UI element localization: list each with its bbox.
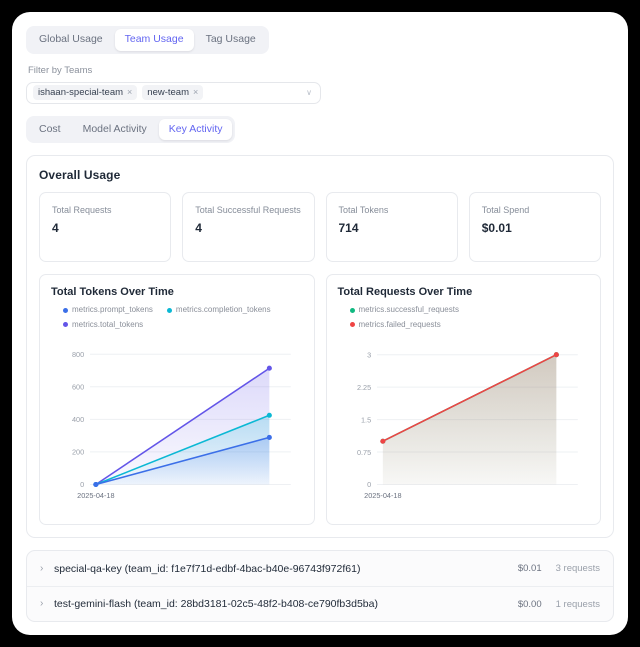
svg-text:3: 3 <box>367 351 371 360</box>
chart-legend: metrics.prompt_tokens metrics.completion… <box>51 305 303 330</box>
svg-text:600: 600 <box>72 383 84 392</box>
team-chip-label: new-team <box>147 86 189 98</box>
stat-label: Total Tokens <box>338 205 389 216</box>
legend-label: metrics.prompt_tokens <box>72 305 153 315</box>
overall-usage-panel: Overall Usage Total Requests 4 Total Suc… <box>26 155 614 539</box>
stat-label: Total Successful Requests <box>195 205 301 216</box>
list-item-requests: 3 requests <box>555 563 600 575</box>
svg-text:2025-04-18: 2025-04-18 <box>364 491 401 500</box>
stat-card-row: Total Requests 4 Total Successful Reques… <box>39 192 601 263</box>
stat-card-total-tokens: Total Tokens 714 <box>325 192 458 263</box>
legend-swatch-icon <box>349 322 355 328</box>
legend-label: metrics.failed_requests <box>358 319 441 329</box>
svg-text:0.75: 0.75 <box>356 448 370 457</box>
list-item[interactable]: › special-qa-key (team_id: f1e7f71d-edbf… <box>27 551 613 586</box>
legend-item[interactable]: metrics.total_tokens <box>63 320 143 330</box>
chart-title: Total Requests Over Time <box>337 286 473 299</box>
legend-swatch-icon <box>166 307 172 313</box>
svg-text:0: 0 <box>80 480 84 489</box>
stat-value: 714 <box>338 221 359 236</box>
chevron-down-icon[interactable]: ∨ <box>306 87 312 97</box>
chart-title: Total Tokens Over Time <box>51 286 174 299</box>
svg-text:0: 0 <box>367 480 371 489</box>
page-title: Overall Usage <box>39 168 121 183</box>
key-activity-list: › special-qa-key (team_id: f1e7f71d-edbf… <box>26 550 614 623</box>
list-item-title: special-qa-key (team_id: f1e7f71d-edbf-4… <box>54 562 361 575</box>
svg-text:1.5: 1.5 <box>360 415 370 424</box>
close-icon[interactable]: × <box>193 87 199 98</box>
filter-by-teams-label: Filter by Teams <box>28 64 93 76</box>
svg-text:2.25: 2.25 <box>356 383 370 392</box>
chevron-right-icon[interactable]: › <box>40 598 44 610</box>
chart-plot-requests: 0 0.75 1.5 2.25 3 2025-04-18 <box>338 336 590 516</box>
svg-text:2025-04-18: 2025-04-18 <box>77 491 114 500</box>
team-filter-select[interactable]: ishaan-special-team × new-team × ∨ <box>26 81 321 104</box>
close-icon[interactable]: × <box>127 87 133 98</box>
tab-tag-usage[interactable]: Tag Usage <box>205 33 256 45</box>
legend-item[interactable]: metrics.successful_requests <box>349 305 590 315</box>
tab-global-usage[interactable]: Global Usage <box>39 33 103 45</box>
legend-item[interactable]: metrics.completion_tokens <box>166 305 271 315</box>
stat-card-total-spend: Total Spend $0.01 <box>468 192 601 263</box>
stat-label: Total Requests <box>52 205 112 216</box>
legend-item[interactable]: metrics.failed_requests <box>349 319 590 330</box>
activity-tabs: Cost Model Activity Key Activity <box>26 115 236 144</box>
list-item-spend: $0.00 <box>517 598 542 610</box>
stat-card-total-successful-requests: Total Successful Requests 4 <box>182 192 315 263</box>
chart-card-total-tokens-over-time: Total Tokens Over Time metrics.prompt_to… <box>39 274 315 526</box>
stat-value: 4 <box>52 221 59 236</box>
tab-cost[interactable]: Cost <box>39 122 61 135</box>
chart-plot-tokens: 0 200 400 600 800 2025-04-18 <box>51 336 303 516</box>
svg-text:800: 800 <box>72 350 84 359</box>
legend-swatch-icon <box>349 307 355 313</box>
chart-row: Total Tokens Over Time metrics.prompt_to… <box>39 274 601 526</box>
stat-card-total-requests: Total Requests 4 <box>39 192 172 263</box>
chart-card-total-requests-over-time: Total Requests Over Time metrics.success… <box>325 274 601 526</box>
legend-label: metrics.completion_tokens <box>175 305 271 315</box>
usage-scope-tabs: Global Usage Team Usage Tag Usage <box>26 26 269 54</box>
list-item-title: test-gemini-flash (team_id: 28bd3181-02c… <box>54 598 378 611</box>
chart-legend: metrics.successful_requests metrics.fail… <box>338 305 590 330</box>
legend-label: metrics.total_tokens <box>72 319 144 329</box>
tab-model-activity[interactable]: Model Activity <box>82 122 147 135</box>
tab-key-activity[interactable]: Key Activity <box>158 118 233 141</box>
team-chip[interactable]: ishaan-special-team × <box>33 84 138 101</box>
stat-label: Total Spend <box>481 205 530 216</box>
list-item[interactable]: › test-gemini-flash (team_id: 28bd3181-0… <box>27 586 613 621</box>
list-item-spend: $0.01 <box>517 563 542 575</box>
team-chip[interactable]: new-team × <box>142 84 204 101</box>
legend-label: metrics.successful_requests <box>358 305 459 315</box>
stat-value: 4 <box>195 221 202 236</box>
usage-page: Global Usage Team Usage Tag Usage Filter… <box>12 12 628 539</box>
legend-swatch-icon <box>63 307 68 313</box>
list-item-requests: 1 requests <box>555 598 600 610</box>
team-chip-label: ishaan-special-team <box>38 86 124 98</box>
svg-text:200: 200 <box>72 448 84 457</box>
tab-team-usage[interactable]: Team Usage <box>114 29 194 51</box>
legend-item[interactable]: metrics.prompt_tokens <box>63 305 153 315</box>
app-window: Global Usage Team Usage Tag Usage Filter… <box>12 12 628 635</box>
chevron-right-icon[interactable]: › <box>40 562 44 574</box>
legend-swatch-icon <box>63 322 68 328</box>
svg-text:400: 400 <box>72 415 84 424</box>
stat-value: $0.01 <box>481 221 512 236</box>
